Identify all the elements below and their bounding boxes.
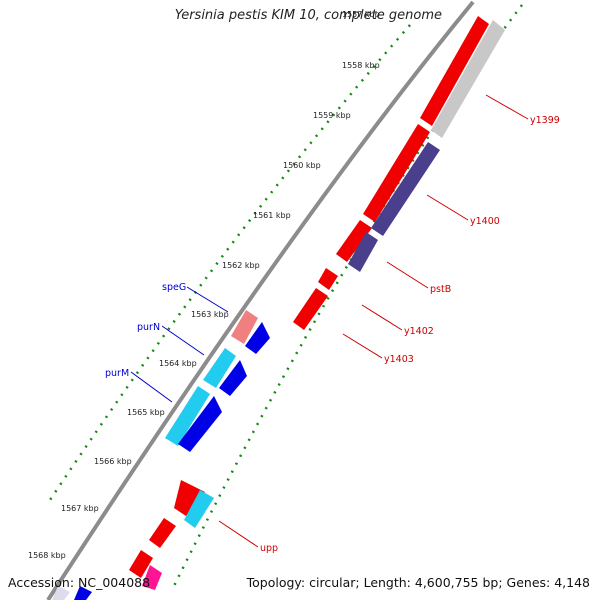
leader-line <box>186 286 229 313</box>
gene-arrow[interactable] <box>178 396 222 452</box>
inner-tick-track <box>170 4 523 591</box>
gene-label[interactable]: y1400 <box>470 216 500 227</box>
gene-label[interactable]: purM <box>105 368 129 379</box>
gene-arrow[interactable] <box>74 586 92 600</box>
gene-arrow[interactable] <box>52 586 70 600</box>
left-gene-labels: speG purN purM <box>105 282 186 379</box>
kbp-label: 1566 kbp <box>94 457 132 466</box>
gene-arrow[interactable] <box>336 220 372 262</box>
gene-arrow[interactable] <box>318 268 338 290</box>
kbp-label: 1557 kbp <box>342 10 380 19</box>
gene-arrow[interactable] <box>420 16 489 126</box>
left-leaders <box>130 286 229 403</box>
leader-line <box>386 261 429 289</box>
accession-label: Accession: NC_004088 <box>8 575 151 590</box>
kbp-label: 1560 kbp <box>283 161 321 170</box>
gene-arrow[interactable] <box>174 480 205 516</box>
gene-arrow[interactable] <box>293 288 328 330</box>
right-leaders <box>218 94 529 548</box>
gene-arrow[interactable] <box>184 490 214 528</box>
leader-line <box>485 94 529 120</box>
gene-arrow[interactable] <box>363 124 430 222</box>
forward-strand-genes <box>129 16 489 578</box>
gene-label[interactable]: y1399 <box>530 115 560 126</box>
gene-arrow[interactable] <box>348 232 378 272</box>
gene-arrow[interactable] <box>431 20 505 138</box>
kbp-label: 1558 kbp <box>342 61 380 70</box>
kbp-label: 1561 kbp <box>253 211 291 220</box>
gene-label[interactable]: purN <box>137 322 160 333</box>
kbp-label: 1563 kbp <box>191 310 229 319</box>
kbp-label: 1559 kbp <box>313 111 351 120</box>
gene-arrow[interactable] <box>203 348 236 388</box>
leader-line <box>218 520 259 548</box>
leader-line <box>426 194 469 221</box>
kbp-label: 1562 kbp <box>222 261 260 270</box>
leader-line <box>161 325 205 356</box>
gene-arrow[interactable] <box>231 310 258 344</box>
gene-label[interactable]: y1403 <box>384 354 414 365</box>
kbp-label: 1564 kbp <box>159 359 197 368</box>
gene-label[interactable]: pstB <box>430 284 451 295</box>
leader-line <box>342 333 383 359</box>
kbp-labels: 1557 kbp 1558 kbp 1559 kbp 1560 kbp 1561… <box>28 10 380 560</box>
reverse-strand-genes <box>142 20 505 590</box>
gene-arrow[interactable] <box>165 386 210 446</box>
topology-label: Topology: circular; Length: 4,600,755 bp… <box>246 575 590 590</box>
gene-arrow[interactable] <box>129 550 153 578</box>
right-gene-labels: y1399 y1400 pstB y1402 y1403 upp <box>260 115 560 554</box>
left-strand-genes <box>52 310 270 600</box>
kbp-label: 1568 kbp <box>28 551 66 560</box>
kbp-label: 1567 kbp <box>61 504 99 513</box>
gene-arrow[interactable] <box>219 360 247 396</box>
kbp-label: 1565 kbp <box>127 408 165 417</box>
leader-line <box>130 371 173 403</box>
gene-arrow[interactable] <box>149 518 176 548</box>
gene-label[interactable]: speG <box>162 282 186 293</box>
gene-label[interactable]: upp <box>260 543 278 554</box>
genome-backbone <box>46 0 475 600</box>
gene-arrow[interactable] <box>371 142 440 236</box>
gene-arrow[interactable] <box>142 565 162 590</box>
gene-arrow[interactable] <box>245 322 270 354</box>
leader-line <box>361 304 403 331</box>
gene-label[interactable]: y1402 <box>404 326 434 337</box>
map-title: Yersinia pestis KIM 10, complete genome <box>174 8 442 23</box>
